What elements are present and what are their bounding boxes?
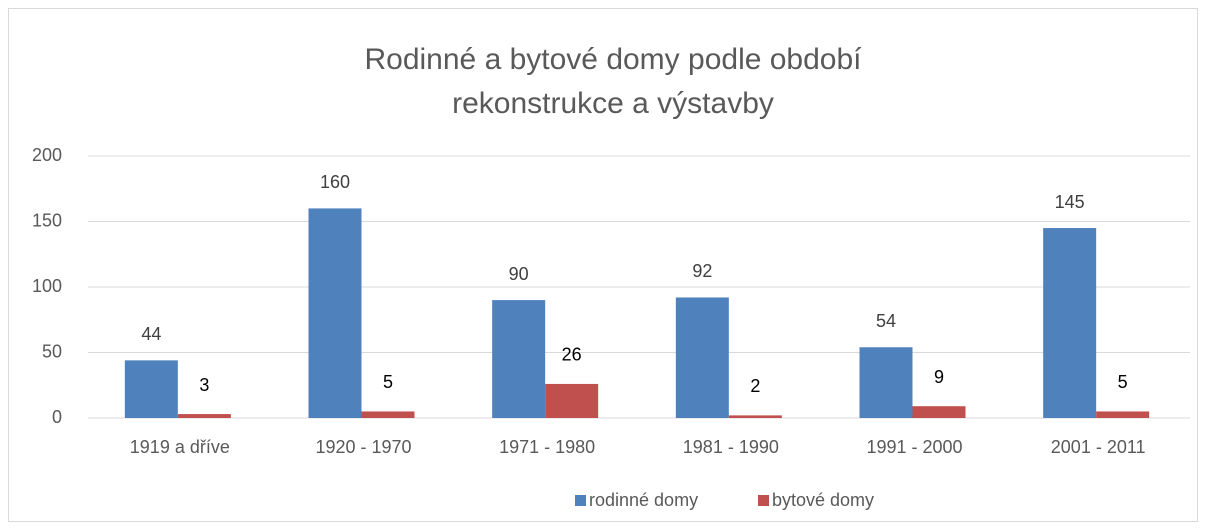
bar [912, 406, 966, 418]
bar [308, 208, 362, 418]
bar [492, 300, 546, 418]
bar [1096, 411, 1150, 418]
legend-label: bytové domy [772, 490, 874, 510]
data-label: 160 [320, 172, 350, 192]
legend-swatch [575, 495, 586, 506]
data-label: 26 [562, 345, 582, 365]
legend-swatch [758, 495, 769, 506]
data-label: 5 [383, 372, 393, 392]
bar [675, 297, 729, 418]
bar [361, 411, 415, 418]
x-tick-label: 1919 a dříve [130, 437, 230, 457]
bar [124, 360, 178, 418]
y-tick-label: 200 [32, 145, 62, 165]
data-label: 54 [876, 311, 896, 331]
data-label: 145 [1055, 192, 1085, 212]
chart-title: Rodinné a bytové domy podle období rekon… [364, 43, 862, 120]
legend-label: rodinné domy [589, 490, 698, 510]
data-label: 44 [141, 324, 161, 344]
bar [728, 415, 782, 418]
y-tick-label: 50 [42, 341, 62, 361]
data-label: 92 [692, 261, 712, 281]
chart-border [8, 8, 1198, 522]
x-tick-label: 1991 - 2000 [866, 437, 962, 457]
data-label: 9 [934, 367, 944, 387]
x-tick-label: 1981 - 1990 [683, 437, 779, 457]
y-tick-label: 100 [32, 276, 62, 296]
bar [859, 347, 913, 418]
y-tick-label: 0 [52, 407, 62, 427]
x-tick-label: 2001 - 2011 [1051, 437, 1146, 457]
y-tick-label: 150 [32, 210, 62, 230]
data-label: 90 [509, 264, 529, 284]
bar [177, 414, 231, 418]
bar [545, 383, 599, 418]
x-tick-label: 1920 - 1970 [315, 437, 411, 457]
data-label: 2 [750, 376, 760, 396]
data-label: 5 [1118, 372, 1128, 392]
data-label: 3 [199, 375, 209, 395]
bar [1043, 228, 1097, 418]
x-tick-label: 1971 - 1980 [499, 437, 595, 457]
